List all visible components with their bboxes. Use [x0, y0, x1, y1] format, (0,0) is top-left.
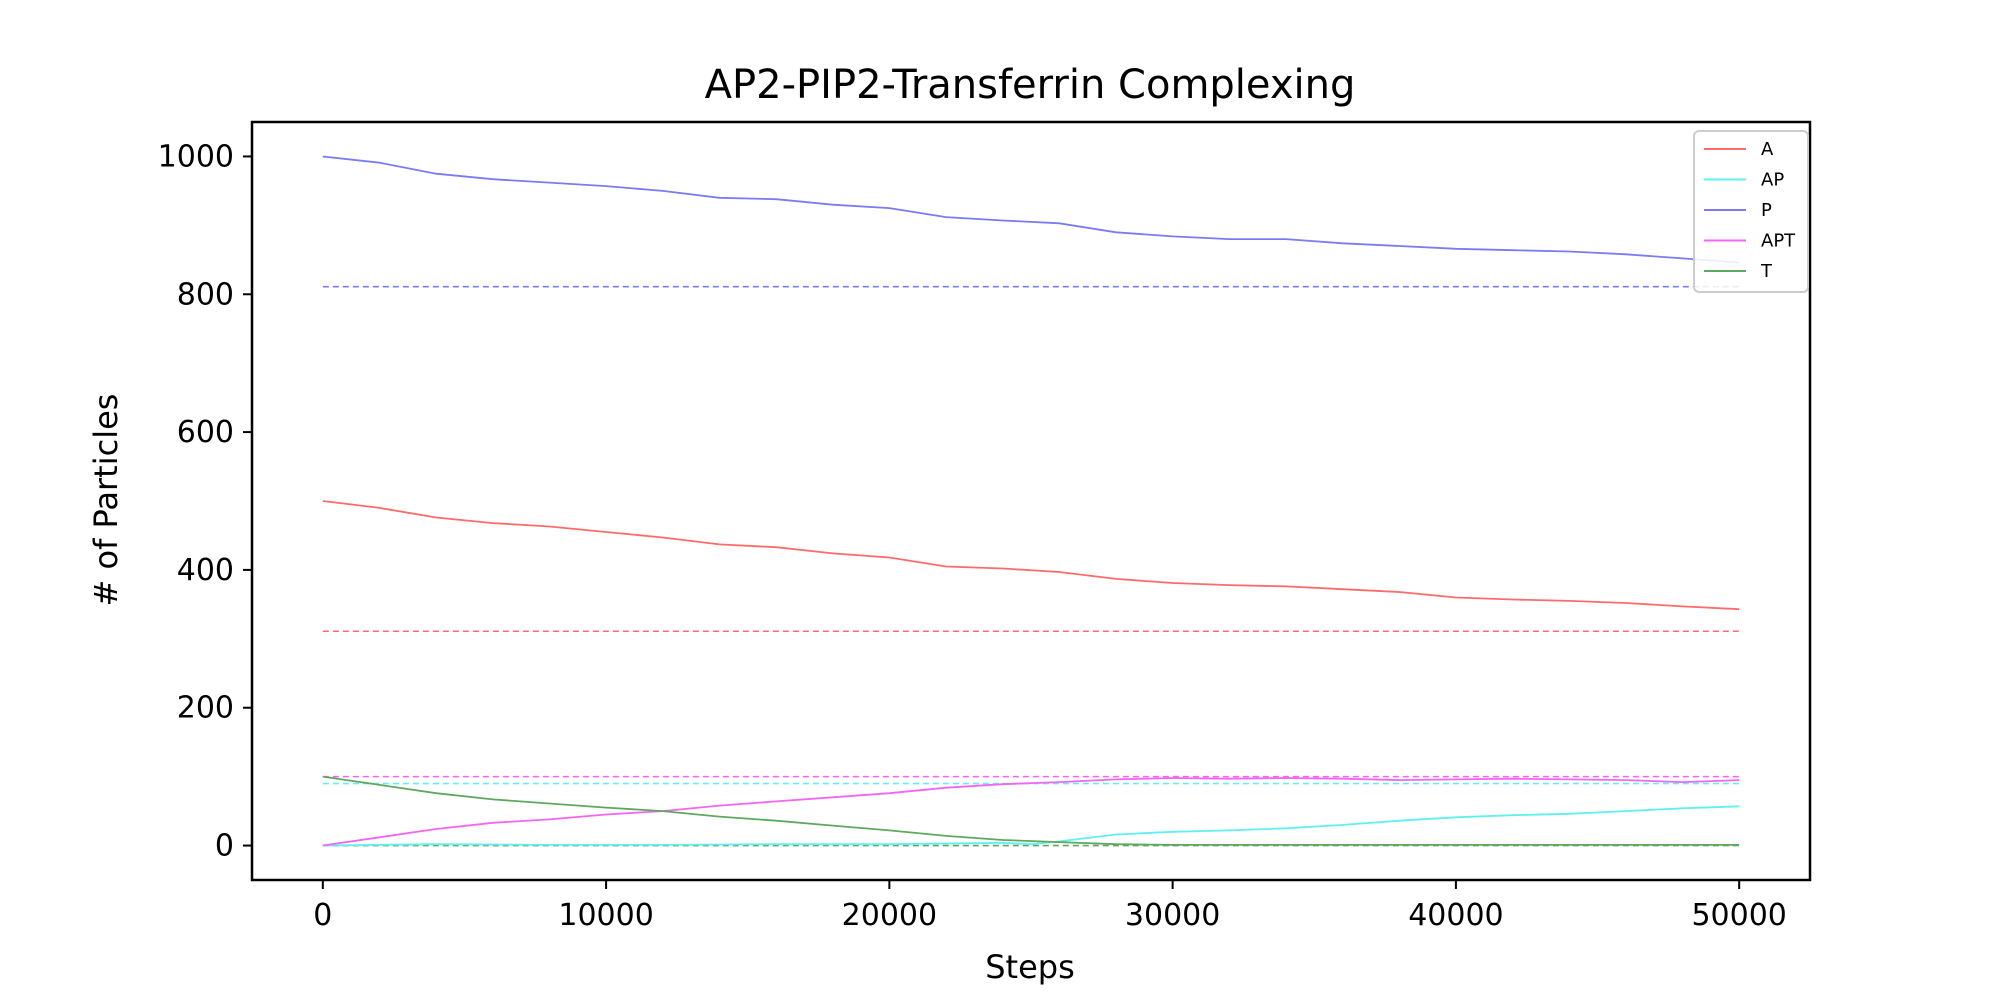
legend-label-a: A: [1761, 139, 1774, 160]
series-line-ap: [322, 805, 1740, 847]
legend-label-p: P: [1761, 200, 1772, 221]
x-tick-label: 20000: [842, 898, 937, 933]
x-axis: 0 10000 20000 30000 40000 50000: [313, 880, 1787, 933]
y-tick-label: 800: [177, 277, 234, 312]
y-tick-label: 400: [177, 553, 234, 588]
x-axis-label: Steps: [985, 948, 1075, 986]
chart-title: AP2-PIP2-Transferrin Complexing: [705, 62, 1356, 108]
x-tick-label: 40000: [1408, 898, 1503, 933]
y-tick-label: 200: [177, 691, 234, 726]
plot-area: [322, 155, 1740, 847]
legend: A AP P APT T: [1693, 130, 1809, 293]
series-line-a: [322, 500, 1740, 611]
y-tick-label: 1000: [158, 139, 234, 174]
legend-label-apt: APT: [1761, 231, 1796, 252]
y-axis: 0 200 400 600 800 1000: [158, 139, 252, 864]
legend-label-ap: AP: [1761, 170, 1784, 191]
x-tick-label: 0: [313, 898, 332, 933]
x-tick-label: 30000: [1125, 898, 1220, 933]
y-tick-label: 600: [177, 415, 234, 450]
plot-frame: [250, 120, 1812, 882]
series-line-t: [322, 775, 1740, 846]
series-line-apt: [322, 777, 1740, 847]
series-line-p: [322, 155, 1740, 264]
y-tick-label: 0: [215, 829, 234, 864]
legend-box: [1693, 130, 1809, 293]
y-axis-label: # of Particles: [87, 394, 125, 607]
legend-label-t: T: [1760, 261, 1773, 282]
x-tick-label: 10000: [558, 898, 653, 933]
x-tick-label: 50000: [1691, 898, 1786, 933]
